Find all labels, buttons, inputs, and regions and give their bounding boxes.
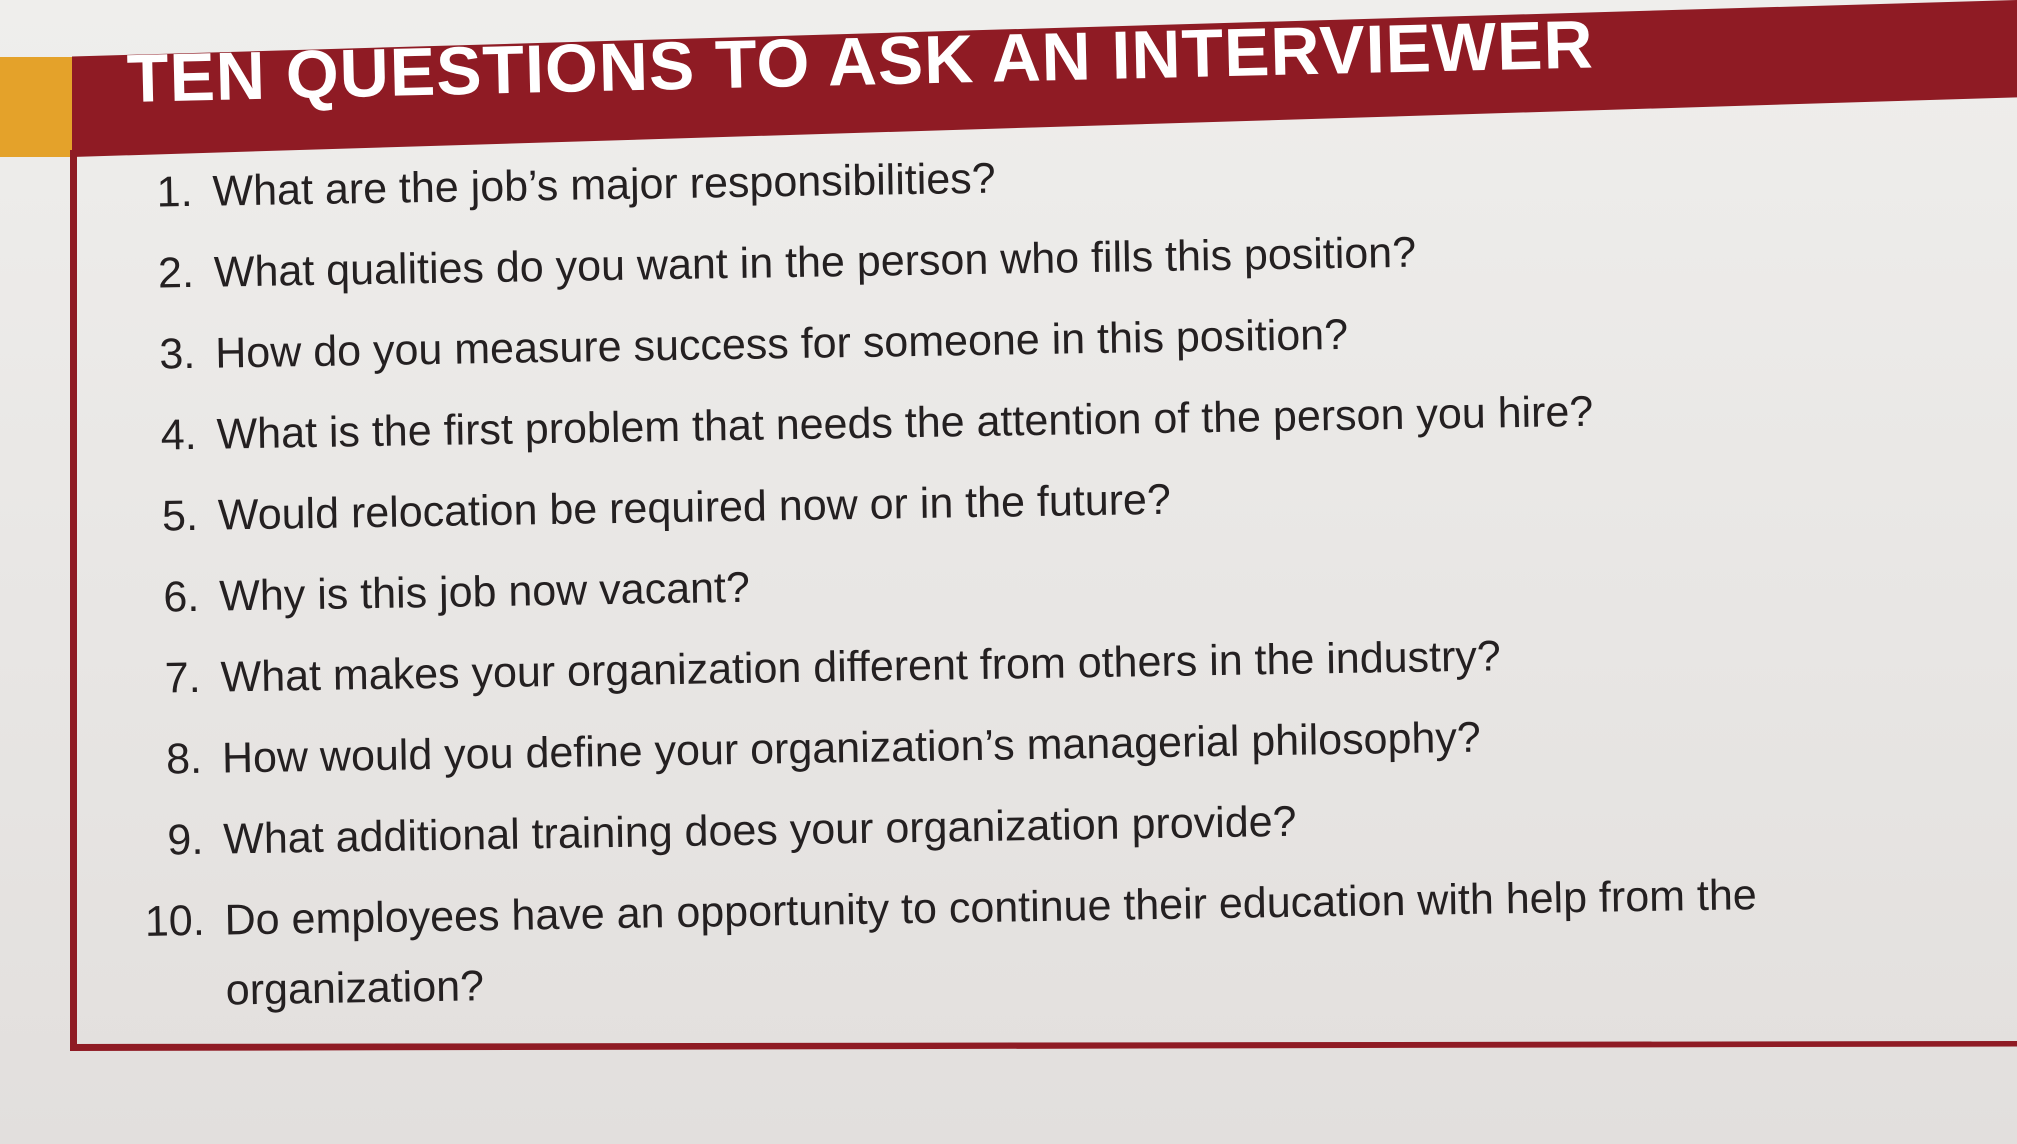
question-number: 2. (157, 248, 195, 298)
question-number: 1. (156, 167, 193, 217)
question-text: Do employees have an opportunity to cont… (224, 871, 1758, 1015)
box-bottom-rule (70, 1041, 2017, 1051)
question-number: 5. (161, 491, 199, 541)
list-item: 10. Do employees have an opportunity to … (140, 856, 2002, 1047)
question-number: 7. (164, 653, 202, 703)
question-number: 8. (165, 734, 203, 784)
questions-box (70, 150, 2017, 1050)
question-number: 4. (160, 410, 197, 460)
question-number: 6. (163, 572, 200, 622)
question-number: 9. (167, 815, 204, 865)
question-number: 10. (144, 896, 206, 946)
questions-list: 1. What are the job’s major responsibili… (128, 127, 2002, 1047)
accent-tab (0, 57, 72, 157)
question-number: 3. (158, 329, 196, 379)
